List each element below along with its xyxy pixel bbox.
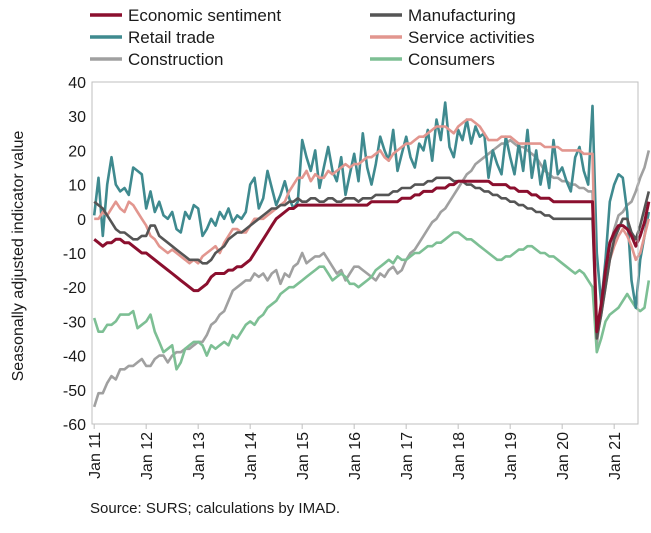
legend-item-consumers: Consumers: [370, 50, 495, 69]
series-line-manufacturing: [93, 176, 651, 340]
y-tick-label: 20: [68, 143, 86, 160]
x-tick-label: Jan 20: [555, 432, 572, 480]
y-tick-label: 40: [68, 75, 86, 92]
y-tick-label: 0: [77, 212, 86, 229]
series-line-consumers: [92, 231, 651, 371]
legend-label: Retail trade: [128, 28, 215, 47]
series-line-retail-trade: [92, 101, 651, 310]
y-tick-label: 30: [68, 109, 86, 126]
source-note: Source: SURS; calculations by IMAD.: [90, 500, 341, 517]
legend-label: Service activities: [408, 28, 535, 47]
series-line-economic-sentiment: [93, 179, 651, 334]
legend-label: Economic sentiment: [128, 6, 281, 25]
x-tick-label: Jan 16: [347, 432, 364, 480]
series-line-service-activities: [94, 118, 651, 340]
y-tick-label: -60: [63, 417, 86, 434]
y-tick-label: 10: [68, 178, 86, 195]
y-tick-label: -30: [63, 314, 86, 331]
y-tick-label: -50: [63, 383, 86, 400]
x-axis: Jan 11 Jan 12 Jan 13 Jan 14 Jan 15 Jan 16 Jan …: [87, 424, 624, 480]
legend-item-manufacturing: Manufacturing: [370, 6, 516, 25]
x-tick-label: Jan 17: [399, 432, 416, 480]
plot-frame: [91, 81, 639, 425]
x-tick-label: Jan 15: [295, 432, 312, 480]
line-chart: Economic sentiment Manufacturing Retail …: [10, 6, 651, 480]
x-tick-label: Jan 12: [139, 432, 156, 480]
x-tick-label: Jan 18: [451, 432, 468, 480]
legend-label: Consumers: [408, 50, 495, 69]
legend-item-retail-trade: Retail trade: [90, 28, 215, 47]
legend-item-construction: Construction: [90, 50, 223, 69]
x-tick-label: Jan 11: [87, 432, 104, 479]
legend: Economic sentiment Manufacturing Retail …: [90, 6, 535, 69]
x-tick-label: Jan 19: [503, 432, 520, 480]
series-layer: [92, 101, 651, 408]
legend-item-economic-sentiment: Economic sentiment: [90, 6, 281, 25]
legend-item-service-activities: Service activities: [370, 28, 535, 47]
y-tick-label: -40: [63, 349, 86, 366]
legend-label: Manufacturing: [408, 6, 516, 25]
y-axis-label: Seasonally adjusted indicator value: [10, 130, 27, 381]
y-tick-label: -20: [63, 280, 86, 297]
y-tick-label: -10: [63, 246, 86, 263]
legend-label: Construction: [128, 50, 223, 69]
y-axis: 40 30 20 10 0 -10 -20 -30 -40 -50 -60: [63, 75, 86, 434]
x-tick-label: Jan 14: [243, 432, 260, 480]
x-tick-label: Jan 21: [607, 432, 624, 480]
x-tick-label: Jan 13: [191, 432, 208, 480]
